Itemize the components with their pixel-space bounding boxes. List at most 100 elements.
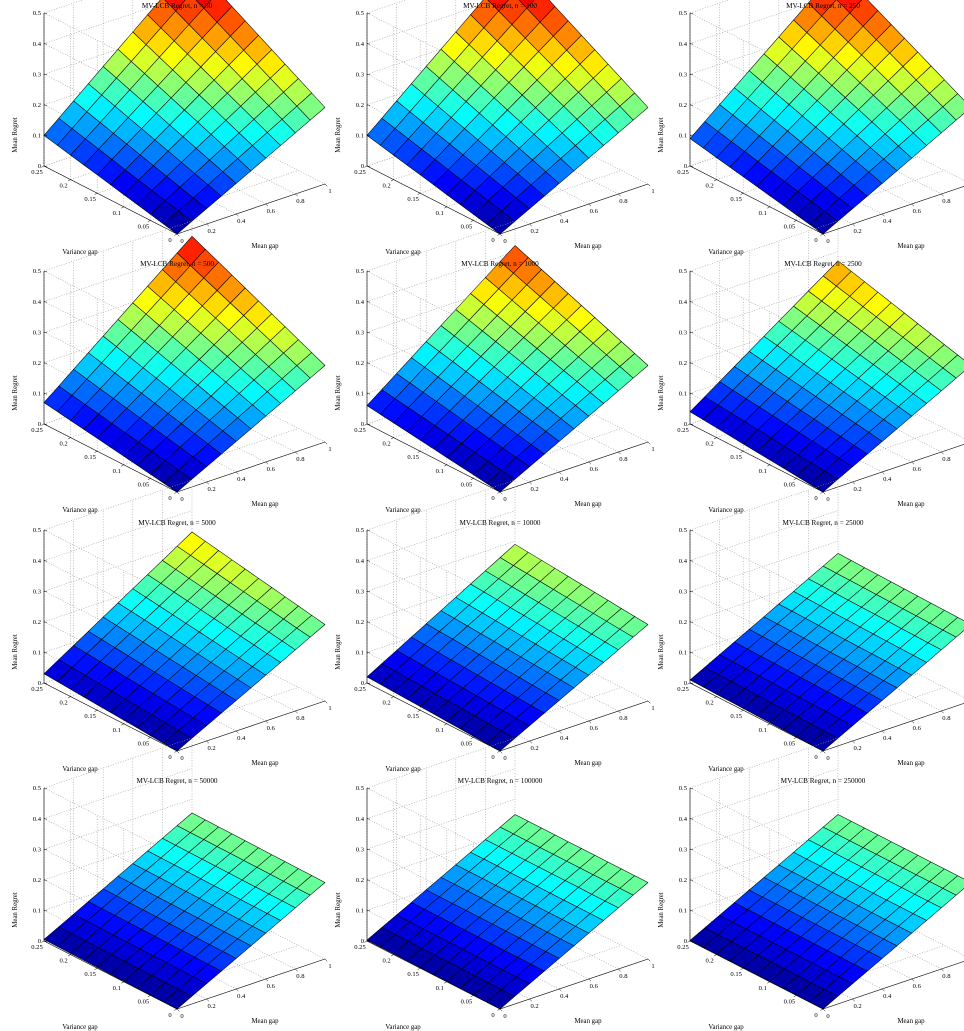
x-axis-label: Mean gap [575,501,603,508]
z-tick-label: 0.1 [33,391,41,398]
z-tick-label: 0.4 [356,558,365,565]
z-tick-label: 0 [684,680,688,687]
z-tick-label: 0 [684,163,688,170]
y-tick-label: 0.05 [461,998,473,1005]
z-tick-label: 0.5 [356,10,365,17]
z-tick-label: 0.5 [33,268,42,275]
plot-title: MV-LCB Regret, n = 100000 [458,777,543,785]
z-tick-label: 0.2 [33,619,41,626]
y-tick-label: 0.2 [382,441,390,448]
z-axis-label: Mean Regret [12,117,19,152]
z-tick-label: 0.2 [356,360,364,367]
z-tick-label: 0.3 [356,329,365,336]
z-tick-label: 0.5 [33,10,42,17]
y-tick-label: 0.2 [59,183,67,190]
z-tick-label: 0.5 [356,527,365,534]
z-tick-label: 0.5 [356,785,365,792]
surface-patch [619,616,649,638]
x-axis-label: Mean gap [575,760,603,767]
y-tick-label: 0.25 [354,944,366,951]
x-tick-label: 0.6 [590,208,599,215]
z-tick-label: 0 [684,421,688,428]
z-tick-label: 0.1 [33,133,41,140]
x-tick-label: 1 [651,705,654,712]
z-tick-label: 0.5 [356,268,365,275]
z-tick-label: 0.4 [33,299,42,306]
y-tick-label: 0.2 [59,958,67,965]
x-tick-label: 0.6 [913,466,922,473]
surface-plot-4: 0 0.1 0.2 0.3 0.4 0.5 0 0.2 0.4 0.6 0.8 1 0 0.05 0.1 0.… [12,220,332,514]
x-tick-label: 0.2 [853,486,861,493]
z-tick-label: 0.2 [356,877,364,884]
x-tick-label: 0.6 [913,725,922,732]
z-tick-label: 0.4 [679,816,688,823]
x-tick-label: 0.2 [207,745,215,752]
x-tick-label: 0.6 [267,725,276,732]
x-tick-label: 0 [180,496,184,503]
x-tick-label: 0.8 [942,198,951,205]
x-tick-label: 0 [180,238,184,245]
z-tick-label: 0.4 [33,41,42,48]
x-tick-label: 0.2 [207,1003,215,1010]
z-tick-label: 0.1 [679,391,687,398]
surface-mesh [43,812,326,1010]
surface-patch [487,0,509,12]
y-tick-label: 0.15 [84,713,96,720]
z-axis-label: Mean Regret [335,892,342,927]
z-tick-label: 0.4 [679,299,688,306]
surface-mesh [43,531,326,752]
surface-mesh [43,0,326,235]
y-tick-label: 0.05 [461,481,473,488]
z-tick-label: 0 [361,680,365,687]
z-tick-label: 0.4 [356,816,365,823]
z-axis-label: Mean Regret [335,375,342,410]
x-axis-label: Mean gap [252,243,280,250]
z-tick-label: 0.2 [679,619,687,626]
y-tick-label: 0 [168,1012,172,1019]
z-tick-label: 0.1 [33,650,41,657]
surface-plot-11: 0 0.1 0.2 0.3 0.4 0.5 0 0.2 0.4 0.6 0.8 1 0 0.05 0.1 0.… [335,737,655,1031]
y-tick-label: 0.15 [84,454,96,461]
y-tick-label: 0.2 [59,441,67,448]
surface-patch [296,875,326,896]
tick-labels: 00.10.20.30.40.500.20.40.60.8100.050.10.… [354,527,654,762]
x-tick-label: 0 [503,1013,507,1020]
x-tick-label: 0.4 [560,476,569,483]
z-tick-label: 0.1 [356,650,364,657]
x-tick-label: 0.4 [560,735,569,742]
surface-patch [518,0,535,9]
y-tick-label: 0.1 [113,985,121,992]
plot-title: MV-LCB Regret, n = 500 [140,260,214,268]
tick-labels: 00.10.20.30.40.500.20.40.60.8100.050.10.… [677,268,951,503]
y-tick-label: 0.1 [113,468,121,475]
z-tick-label: 0.3 [33,71,42,78]
z-tick-label: 0.3 [356,588,365,595]
y-axis-label: Variance gap [385,766,421,773]
y-tick-label: 0.15 [407,454,419,461]
x-tick-label: 0.2 [530,745,538,752]
x-tick-label: 0.8 [619,456,628,463]
z-tick-label: 0.1 [356,908,364,915]
y-tick-label: 0.25 [677,686,689,693]
y-tick-label: 0.1 [759,210,767,217]
x-tick-label: 1 [651,446,654,453]
y-axis-label: Variance gap [708,1024,744,1031]
z-tick-label: 0.4 [356,41,365,48]
z-tick-label: 0.3 [679,588,688,595]
y-tick-label: 0.1 [436,727,444,734]
y-tick-label: 0.2 [705,700,713,707]
z-axis-label: Mean Regret [12,634,19,669]
x-tick-label: 0 [826,755,830,762]
y-tick-label: 0.15 [84,971,96,978]
x-tick-label: 0 [826,1013,830,1020]
x-tick-label: 0.4 [237,218,246,225]
plot-title: MV-LCB Regret, n = 5000 [138,519,216,527]
x-tick-label: 0 [503,238,507,245]
surface-plot-1: 0 0.1 0.2 0.3 0.4 0.5 0 0.2 0.4 0.6 0.8 1 0 0.05 0.1 0.… [12,0,332,256]
x-tick-label: 1 [328,705,331,712]
x-tick-label: 0.6 [590,725,599,732]
z-axis-label: Mean Regret [335,117,342,152]
y-tick-label: 0 [168,237,172,244]
x-tick-label: 0.2 [530,486,538,493]
tick-labels: 00.10.20.30.40.500.20.40.60.8100.050.10.… [31,785,331,1020]
